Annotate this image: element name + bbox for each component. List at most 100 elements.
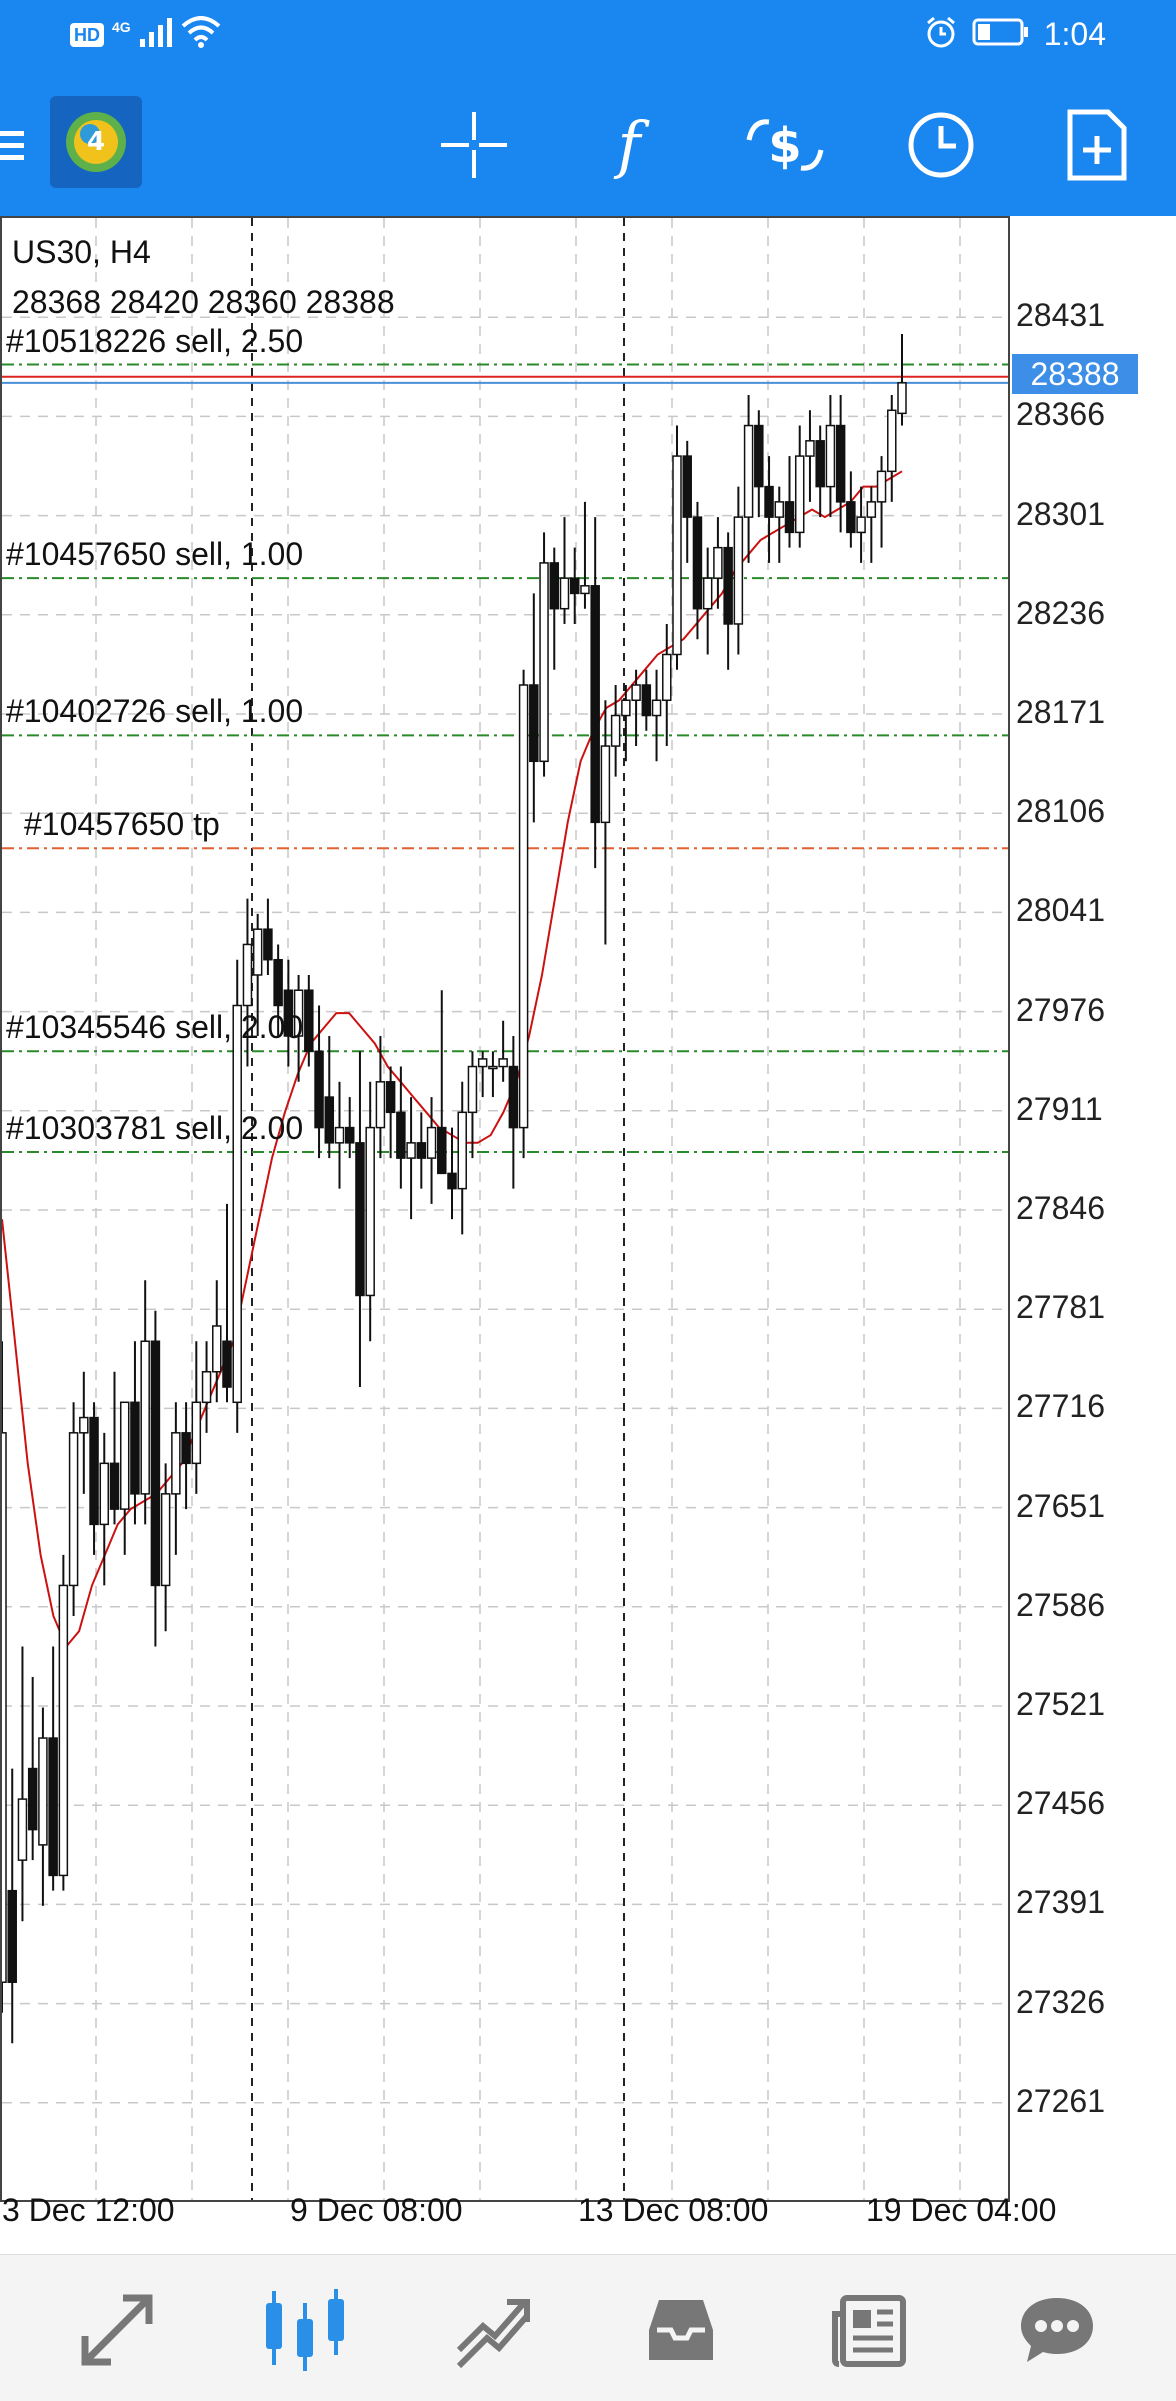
bull-candle [610, 714, 621, 747]
news-icon[interactable] [814, 2275, 924, 2385]
bull-candle [140, 1340, 150, 1495]
bear-candle [263, 928, 273, 961]
bull-candle [866, 501, 877, 518]
chart-frame [0, 216, 1010, 2202]
time-tick-label: 3 Dec 12:00 [2, 2192, 175, 2228]
price-tick-label: 27716 [1016, 1388, 1105, 1425]
bull-candle [713, 546, 723, 579]
chat-icon[interactable] [1002, 2275, 1112, 2385]
bear-candle [304, 989, 314, 1053]
bear-candle [835, 424, 846, 503]
time-tick-label: 9 Dec 08:00 [290, 2192, 463, 2228]
bear-candle [396, 1111, 406, 1159]
trade-icon[interactable] [438, 2275, 548, 2385]
bear-candle [416, 1142, 427, 1159]
indicators-icon[interactable]: f [584, 100, 674, 190]
bear-candle [754, 424, 764, 488]
bear-candle [150, 1340, 161, 1587]
bull-candle [191, 1401, 202, 1465]
price-tick-label: 27521 [1016, 1686, 1105, 1722]
bear-candle [385, 1081, 396, 1114]
bear-candle [181, 1432, 191, 1465]
bear-candle [324, 1096, 335, 1144]
bull-candle [733, 516, 744, 625]
price-chart[interactable] [0, 216, 1176, 2254]
bear-candle [27, 1767, 38, 1831]
timeframe-clock-icon[interactable] [896, 100, 986, 190]
bull-candle [488, 1065, 498, 1070]
bear-candle [447, 1172, 457, 1190]
crosshair-icon[interactable] [429, 100, 519, 190]
chart-area[interactable]: US30, H4 28368 28420 28360 28388 #105182… [0, 216, 1176, 2254]
order-label: #10303781 sell, 2.00 [6, 1110, 304, 1146]
hd-badge: HD [70, 22, 104, 47]
bull-candle [887, 409, 897, 473]
bear-candle [723, 546, 733, 625]
quotes-icon[interactable] [62, 2275, 172, 2385]
battery-icon [972, 17, 1030, 52]
price-tick-label: 28171 [1016, 694, 1105, 730]
bull-candle [498, 1058, 508, 1068]
svg-text:f: f [614, 110, 651, 180]
bull-candle [559, 577, 570, 610]
new-order-icon[interactable] [1052, 100, 1142, 190]
menu-icon[interactable] [0, 100, 40, 190]
bull-candle [365, 1126, 375, 1297]
bull-candle [631, 684, 641, 702]
bull-candle [232, 1004, 242, 1404]
svg-text:4: 4 [87, 127, 105, 157]
bear-candle [529, 684, 539, 763]
price-tick-label: 27261 [1016, 2082, 1105, 2119]
bull-candle [580, 585, 590, 595]
bear-candle [846, 501, 856, 534]
history-icon[interactable] [626, 2275, 736, 2385]
chart-toolbar: 4 f $ [0, 72, 1176, 216]
order-label: #10457650 sell, 1.00 [6, 536, 304, 573]
bear-candle [815, 440, 825, 488]
bear-candle [7, 1889, 17, 1983]
price-tick-label: 28106 [1016, 793, 1105, 830]
bear-candle [641, 684, 652, 717]
bull-candle [375, 1081, 386, 1129]
status-right: 1:04 [924, 14, 1106, 54]
bear-candle [784, 501, 795, 534]
wifi-icon [181, 16, 221, 53]
bull-candle [38, 1737, 48, 1846]
price-tick-label: 27651 [1016, 1487, 1105, 1524]
price-tick-label: 27976 [1016, 991, 1105, 1028]
bear-candle [283, 989, 294, 1037]
order-label: #10518226 sell, 2.50 [6, 322, 304, 359]
bull-candle [621, 699, 631, 717]
network-type-label: 4G [112, 18, 131, 35]
time-tick-label: 13 Dec 08:00 [578, 2192, 769, 2228]
bull-candle [242, 943, 253, 1007]
bull-candle [794, 455, 805, 534]
price-tick-label: 27456 [1016, 1785, 1105, 1822]
bull-candle [171, 1432, 181, 1495]
bull-candle [201, 1371, 212, 1404]
chart-symbol-timeframe: US30, H4 [12, 234, 151, 270]
metatrader-logo[interactable]: 4 [50, 96, 142, 188]
bull-candle [805, 440, 815, 457]
chart-icon[interactable] [250, 2275, 360, 2385]
price-tick-label: 28431 [1016, 297, 1105, 334]
bull-candle [651, 699, 662, 717]
bear-candle [508, 1065, 519, 1129]
price-tick-label: 27586 [1016, 1586, 1105, 1623]
bull-candle [160, 1493, 171, 1587]
bull-candle [662, 653, 672, 702]
time-tick-label: 19 Dec 04:00 [866, 2192, 1057, 2228]
order-label: #10402726 sell, 1.00 [6, 693, 304, 730]
bull-candle [876, 470, 887, 503]
current-price-badge: 28388 [1012, 354, 1138, 394]
status-left: HD 4G [70, 16, 221, 53]
bull-candle [426, 1126, 437, 1159]
bear-candle [692, 516, 703, 610]
bear-candle [314, 1050, 324, 1129]
trade-icon[interactable]: $ [740, 100, 830, 190]
bear-candle [764, 485, 774, 518]
take-profit-label: #10457650 tp [24, 806, 220, 843]
bull-candle [672, 455, 682, 656]
svg-text:$: $ [768, 118, 801, 174]
bear-candle [48, 1737, 58, 1877]
